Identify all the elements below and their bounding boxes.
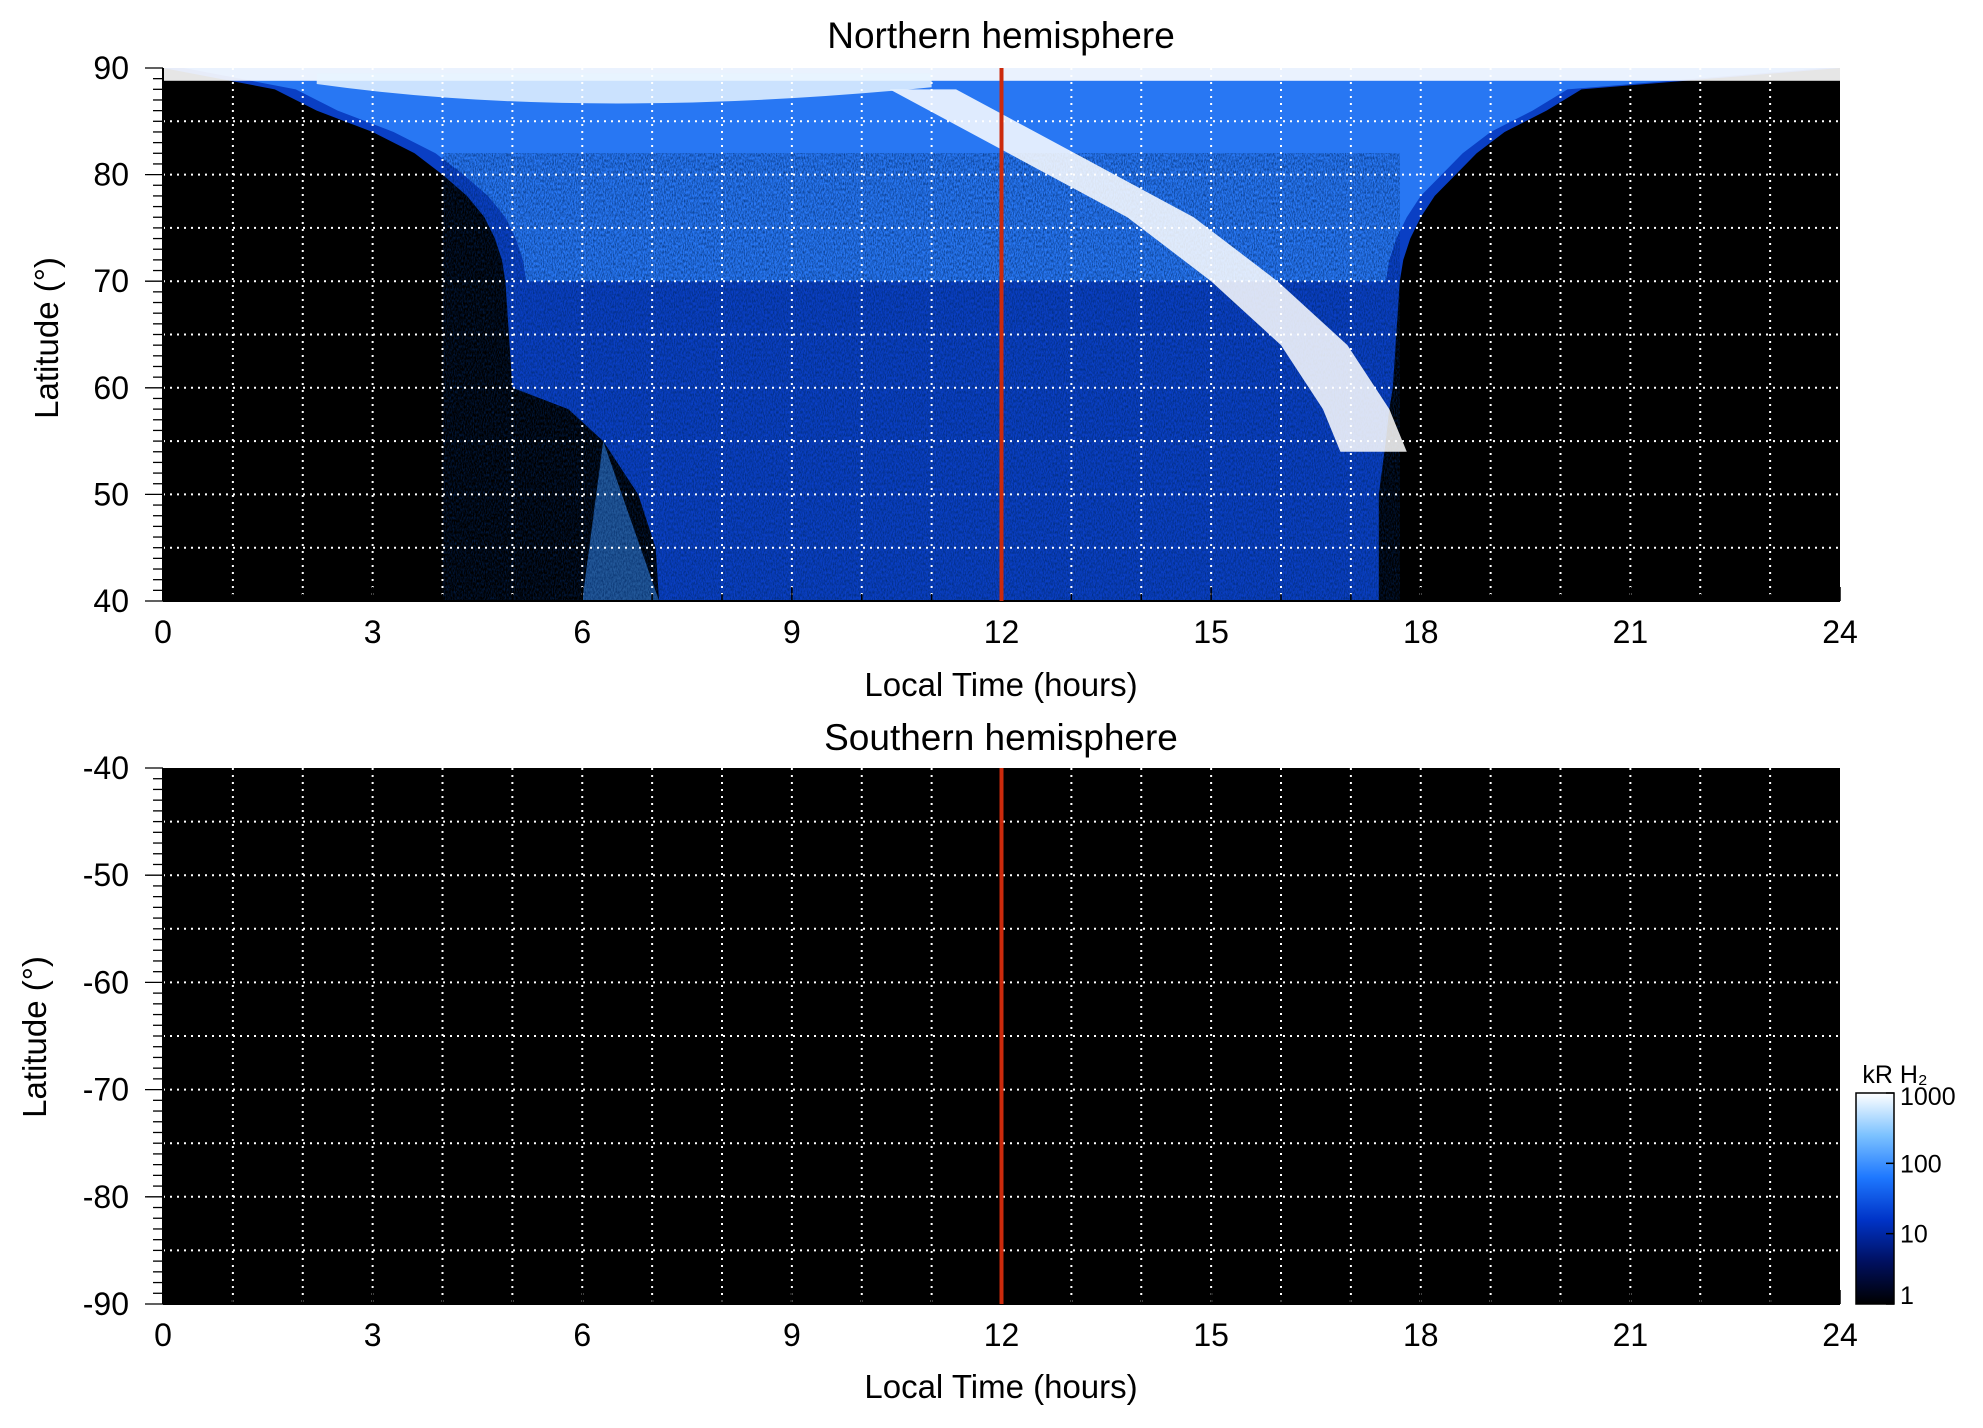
x-tick-label: 15 [1193, 614, 1229, 650]
y-tick-label: 60 [93, 370, 129, 406]
colorbar-label: kR H₂ [1862, 1061, 1927, 1089]
x-tick-label: 0 [154, 614, 172, 650]
x-tick-label: 3 [364, 1317, 382, 1353]
x-tick-label: 21 [1613, 614, 1649, 650]
x-tick-label: 9 [783, 614, 801, 650]
y-tick-label: -80 [83, 1179, 129, 1215]
panel-title: Southern hemisphere [824, 717, 1178, 758]
x-axis-label: Local Time (hours) [864, 666, 1137, 703]
x-tick-label: 6 [573, 1317, 591, 1353]
x-tick-labels: 0 3 6 9 12 15 18 21 24 [154, 614, 1858, 650]
colorbar: kR H₂ 1000 100 10 1 [1855, 1061, 1956, 1310]
grid [163, 768, 1840, 1304]
polar-arc [316, 73, 932, 104]
colorbar-tick-labels: 1000 100 10 1 [1900, 1083, 1956, 1310]
colorbar-tick-label: 1000 [1900, 1083, 1956, 1111]
panel-title: Northern hemisphere [827, 15, 1175, 56]
colorbar-scale [1855, 1092, 1895, 1305]
y-tick-label: 50 [93, 476, 129, 512]
x-tick-label: 24 [1822, 614, 1858, 650]
x-tick-label: 15 [1193, 1317, 1229, 1353]
colorbar-tick-label: 100 [1900, 1150, 1942, 1178]
emission-noise [442, 153, 1400, 601]
axis-ticks [145, 767, 1841, 1305]
y-tick-label: 90 [93, 50, 129, 86]
y-tick-label: -50 [83, 857, 129, 893]
panel-northern: Northern hemisphere 0 3 6 9 12 15 18 21 … [28, 15, 1858, 703]
grid [163, 68, 1840, 601]
y-tick-label: -40 [83, 750, 129, 786]
x-tick-label: 6 [573, 614, 591, 650]
y-tick-labels: 40 50 60 70 80 90 [93, 50, 129, 619]
panel-southern: Southern hemisphere 0 3 6 9 12 15 18 21 … [16, 717, 1858, 1405]
x-tick-label: 21 [1613, 1317, 1649, 1353]
x-tick-label: 18 [1403, 614, 1439, 650]
x-tick-label: 18 [1403, 1317, 1439, 1353]
y-tick-label: -70 [83, 1072, 129, 1108]
x-tick-label: 12 [984, 614, 1020, 650]
colorbar-ticks [1886, 1092, 1894, 1305]
auroral-oval [889, 89, 1407, 452]
x-tick-labels: 0 3 6 9 12 15 18 21 24 [154, 1317, 1858, 1353]
y-axis-label: Latitude (°) [16, 956, 53, 1118]
x-tick-label: 12 [984, 1317, 1020, 1353]
x-axis-label: Local Time (hours) [864, 1368, 1137, 1405]
y-tick-label: 40 [93, 583, 129, 619]
colorbar-tick-label: 10 [1900, 1221, 1928, 1249]
x-tick-label: 9 [783, 1317, 801, 1353]
colorbar-tick-label: 1 [1900, 1282, 1914, 1310]
y-tick-label: 80 [93, 157, 129, 193]
x-tick-label: 0 [154, 1317, 172, 1353]
x-tick-label: 3 [364, 614, 382, 650]
y-tick-label: 70 [93, 263, 129, 299]
y-tick-label: -90 [83, 1286, 129, 1322]
y-tick-label: -60 [83, 964, 129, 1000]
y-axis-label: Latitude (°) [28, 257, 65, 419]
y-tick-labels: -40 -50 -60 -70 -80 -90 [83, 750, 129, 1322]
x-tick-label: 24 [1822, 1317, 1858, 1353]
